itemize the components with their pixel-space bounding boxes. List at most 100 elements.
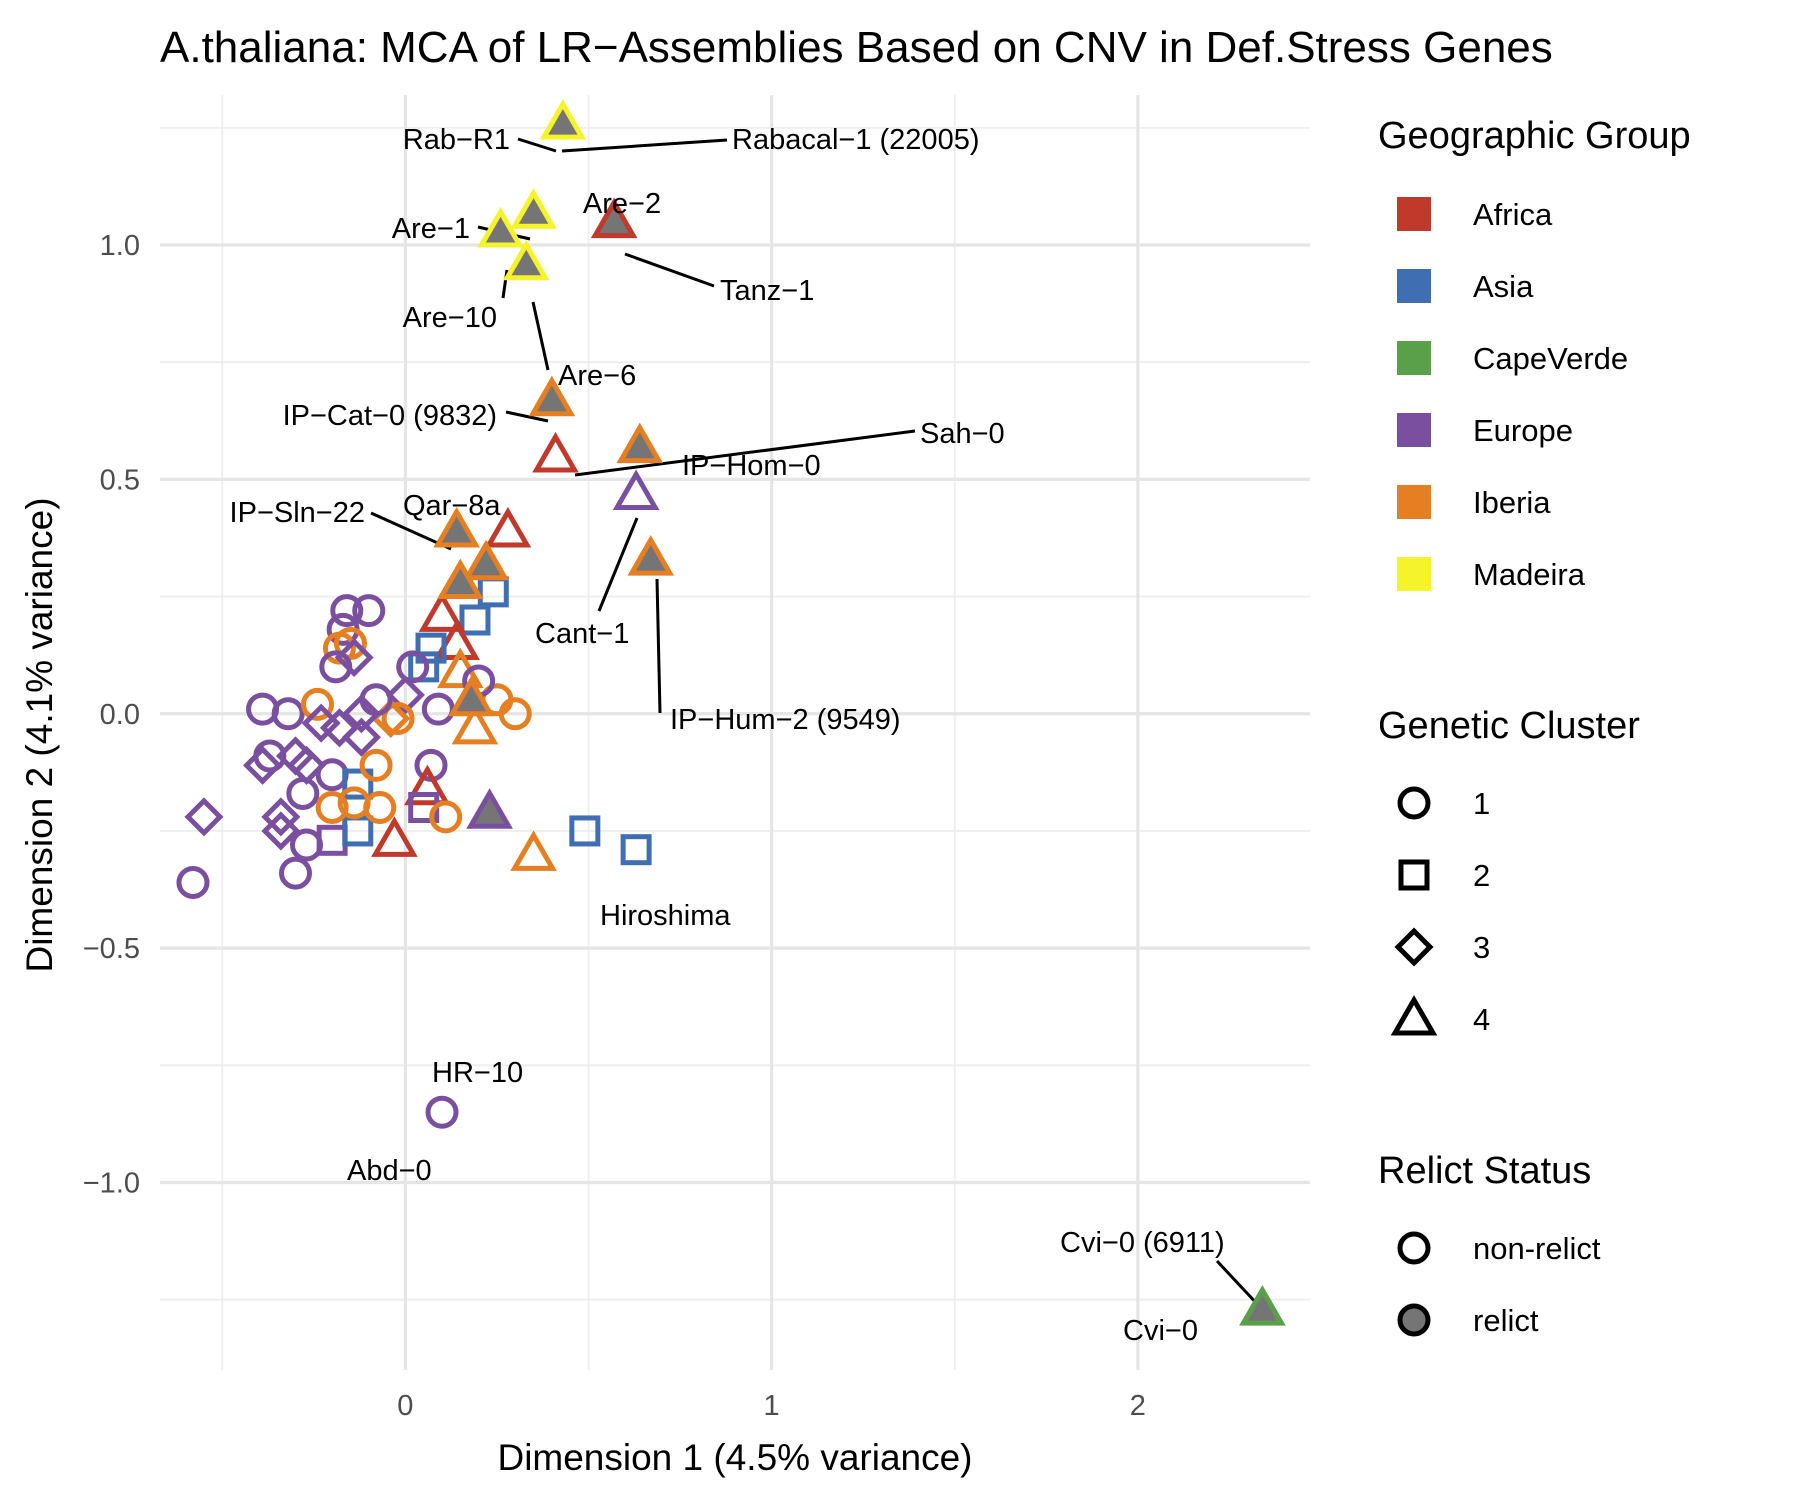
data-point <box>342 768 374 800</box>
data-point <box>433 506 480 548</box>
data-point <box>334 637 374 678</box>
annotation-leader-line <box>655 578 662 714</box>
legend-swatch-iberia <box>1397 485 1431 519</box>
data-point <box>510 830 557 871</box>
point-annotation-label: IP−Sln−22 <box>230 497 365 529</box>
data-point <box>404 764 451 806</box>
data-point <box>319 708 359 748</box>
data-point <box>447 675 495 717</box>
data-point <box>341 694 381 734</box>
data-point <box>528 375 576 417</box>
annotation-leader-line <box>574 429 916 477</box>
annotation-leader-line <box>561 138 728 153</box>
legend-label: CapeVerde <box>1473 341 1628 376</box>
data-point <box>408 651 440 683</box>
legend-non-relict-icon <box>1397 1231 1431 1265</box>
data-point <box>459 604 491 636</box>
y-axis-ticks: −1.0 −0.5 0.0 0.5 1.0 <box>83 230 140 1200</box>
data-point <box>261 811 301 851</box>
legend-genetic-cluster: Genetic Cluster 1 2 3 4 <box>1378 705 1640 1037</box>
annotation-leader-line <box>624 252 715 288</box>
x-tick-label: 0 <box>397 1390 413 1422</box>
x-tick-label: 1 <box>764 1390 780 1422</box>
x-axis-ticks: 0 1 2 <box>397 1390 1146 1422</box>
data-point <box>352 594 386 628</box>
legend-swatch-europe <box>1397 413 1431 447</box>
data-point <box>246 692 280 726</box>
data-point <box>341 717 381 757</box>
data-point <box>315 758 349 792</box>
data-point <box>421 692 455 726</box>
legend-relict-icon <box>1397 1303 1431 1337</box>
data-point <box>243 745 283 785</box>
data-point <box>569 815 601 847</box>
x-axis-title: Dimension 1 (4.5% variance) <box>497 1437 972 1478</box>
legend-label: non-relict <box>1473 1231 1601 1266</box>
data-point <box>415 632 447 664</box>
data-point <box>627 535 675 576</box>
y-tick-label: −0.5 <box>83 933 140 965</box>
annotation-leader-line <box>505 410 549 423</box>
point-annotation-label: Rabacal−1 (22005) <box>732 124 979 156</box>
chart-title: A.thaliana: MCA of LR−Assemblies Based o… <box>160 23 1553 72</box>
data-point <box>477 576 509 608</box>
data-point <box>590 197 638 239</box>
data-point <box>477 206 524 248</box>
legend-swatch-africa <box>1397 197 1431 231</box>
data-point <box>418 591 466 632</box>
data-point <box>385 675 425 715</box>
legend-geographic-group: Geographic Group Africa Asia CapeVerde Europ… <box>1378 115 1691 592</box>
data-point <box>396 650 430 684</box>
data-point <box>333 626 367 660</box>
point-annotation-label: IP−Cat−0 (9832) <box>283 400 497 432</box>
data-point <box>359 683 393 717</box>
y-tick-label: 0.0 <box>100 699 140 731</box>
legend-swatch-asia <box>1397 269 1431 303</box>
legend-label: Asia <box>1473 269 1534 304</box>
data-point <box>620 834 652 866</box>
legend-label: Iberia <box>1473 485 1551 520</box>
data-point <box>436 558 484 599</box>
legend-label: 1 <box>1473 786 1490 821</box>
point-annotation-label: Qar−8a <box>403 490 501 522</box>
data-point <box>176 866 210 899</box>
point-annotation-label: HR−10 <box>432 1057 523 1089</box>
legend-label: 4 <box>1473 1002 1490 1037</box>
legend-title: Geographic Group <box>1378 115 1691 157</box>
legend-label: 3 <box>1473 930 1490 965</box>
legend-label: Africa <box>1473 197 1553 232</box>
data-point <box>279 856 313 890</box>
data-point <box>184 797 224 837</box>
legend-shape-square-icon <box>1398 859 1430 891</box>
legend-label: Europe <box>1473 413 1573 448</box>
data-point <box>532 431 579 473</box>
data-point <box>363 791 397 824</box>
point-annotation-label: Cvi−0 (6911) <box>1060 1227 1225 1259</box>
data-point <box>429 800 463 834</box>
legend-swatch-madeira <box>1397 557 1431 591</box>
x-tick-label: 2 <box>1130 1390 1146 1422</box>
annotation-leader-line <box>517 137 557 153</box>
point-annotation-label: Tanz−1 <box>720 275 814 307</box>
annotation-leader-line <box>501 269 509 299</box>
point-annotation-label: Are−10 <box>403 302 497 334</box>
point-annotation-label: Rab−R1 <box>403 124 510 156</box>
data-point <box>539 99 587 140</box>
data-point <box>261 797 301 837</box>
legend-swatch-capeverde <box>1397 341 1431 375</box>
plot-grid <box>160 95 1310 1370</box>
y-tick-label: 0.5 <box>100 464 140 496</box>
point-annotation-label: Are−6 <box>558 360 636 392</box>
legend-label: relict <box>1473 1303 1539 1338</box>
y-tick-label: −1.0 <box>83 1168 140 1200</box>
y-tick-label: 1.0 <box>100 230 140 262</box>
data-point <box>510 188 557 229</box>
data-point <box>315 791 349 824</box>
data-point <box>451 703 499 745</box>
point-annotations: Rab−R1 Rabacal−1 (22005) Are−2 Are−1 Tanz−1 A… <box>230 124 1225 1347</box>
legend-shape-circle-icon <box>1397 786 1431 820</box>
legend-label: Madeira <box>1473 557 1586 592</box>
data-point <box>286 776 320 810</box>
data-point <box>271 697 305 731</box>
data-point <box>425 1095 459 1129</box>
